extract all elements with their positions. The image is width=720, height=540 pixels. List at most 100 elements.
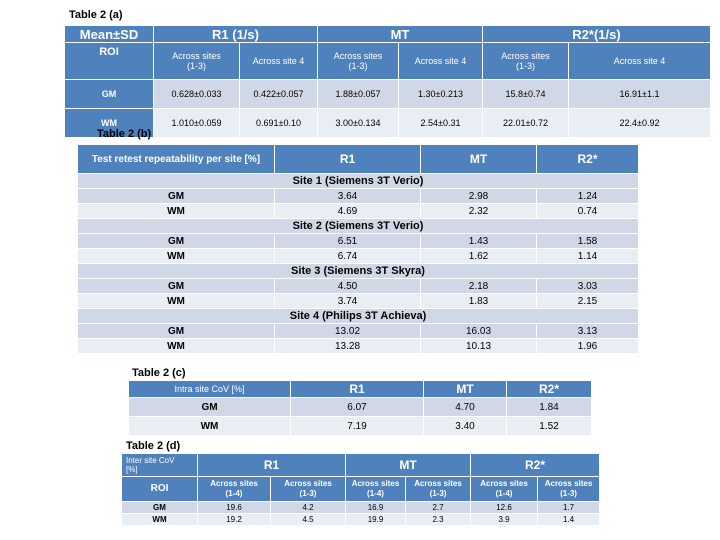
table-cell: 1.7 [537, 501, 601, 514]
table-cell: 13.28 [274, 338, 421, 354]
table-b-header-r1: R1 [274, 144, 421, 174]
table-d-subheader: Across sites (1-4) [197, 476, 271, 502]
table-cell: 2.3 [404, 513, 472, 526]
table-d-group-r1: R1 [197, 453, 346, 477]
table-cell: 19.2 [197, 513, 271, 526]
table-cell: 1.24 [536, 188, 639, 204]
table-b-caption: Table 2 (b) [97, 128, 152, 140]
table-cell: 4.69 [274, 203, 421, 219]
table-cell: 19.6 [197, 501, 271, 514]
table-b-corner: Test retest repeatability per site [%] [77, 144, 275, 174]
table-row: GM 3.64 2.98 1.24 [77, 188, 639, 204]
table-a-group-r1: R1 (1/s) [153, 25, 318, 43]
table-cell: 12.6 [470, 501, 539, 514]
table-a-group-r2star: R2*(1/s) [481, 25, 712, 43]
table-cell: 1.14 [536, 248, 639, 264]
table-row: GM 6.07 4.70 1.84 [128, 397, 592, 417]
table-row: GM 4.50 2.18 3.03 [77, 278, 639, 294]
row-label: WM [121, 513, 198, 526]
table-cell: 0.691±0.10 [239, 108, 318, 138]
table-cell: 1.62 [420, 248, 537, 264]
table-cell: 1.52 [506, 416, 592, 436]
table-d-group-r2star: R2* [470, 453, 601, 477]
table-cell: 1.83 [420, 293, 537, 309]
table-cell: 6.07 [290, 397, 424, 417]
row-label: GM [77, 188, 275, 204]
table-cell: 3.00±0.134 [317, 108, 399, 138]
table-a-corner: Mean±SD [64, 25, 154, 43]
table-cell: 2.18 [420, 278, 537, 294]
site-header: Site 4 (Philips 3T Achieva) [77, 308, 639, 324]
table-cell: 3.13 [536, 323, 639, 339]
table-cell: 3.03 [536, 278, 639, 294]
table-row: GM 19.6 4.2 16.9 2.7 12.6 1.7 [121, 501, 601, 514]
table-cell: 1.43 [420, 233, 537, 249]
table-cell: 2.98 [420, 188, 537, 204]
table-d-subheader: Across sites (1-3) [537, 476, 601, 502]
table-cell: 1.88±0.057 [317, 79, 399, 109]
table-cell: 1.30±0.213 [398, 79, 483, 109]
table-row: WM 6.74 1.62 1.14 [77, 248, 639, 264]
table-cell: 3.64 [274, 188, 421, 204]
table-c-caption: Table 2 (c) [132, 367, 186, 379]
table-a-group-mt: MT [317, 25, 483, 43]
table-row: GM 6.51 1.43 1.58 [77, 233, 639, 249]
table-cell: 0.422±0.057 [239, 79, 318, 109]
table-cell: 22.4±0.92 [567, 108, 712, 138]
table-cell: 0.628±0.033 [153, 79, 240, 109]
table-a-subheader: Across site 4 [398, 42, 483, 80]
table-cell: 16.03 [420, 323, 537, 339]
site-header: Site 2 (Siemens 3T Verio) [77, 218, 639, 234]
table-a: Mean±SD R1 (1/s) MT R2*(1/s) ROI Across … [64, 25, 712, 138]
row-label: GM [64, 79, 154, 109]
row-label: GM [77, 233, 275, 249]
table-cell: 1.4 [537, 513, 601, 526]
table-b-header-mt: MT [420, 144, 537, 174]
table-row: WM 1.010±0.059 0.691±0.10 3.00±0.134 2.5… [64, 108, 712, 138]
table-d-caption: Table 2 (d) [126, 440, 181, 452]
table-d-roi-label: ROI [121, 476, 198, 502]
row-label: GM [128, 397, 291, 417]
table-cell: 3.74 [274, 293, 421, 309]
table-c-header-r1: R1 [290, 380, 424, 398]
table-cell: 1.58 [536, 233, 639, 249]
table-a-subheader: Across sites (1-3) [317, 42, 399, 80]
row-label: WM [64, 108, 154, 138]
site-header: Site 3 (Siemens 3T Skyra) [77, 263, 639, 279]
table-cell: 16.9 [345, 501, 406, 514]
table-a-subheader: Across sites (1-3) [153, 42, 240, 80]
table-a-subheader: Across sites (1-3) [482, 42, 569, 80]
table-cell: 22.01±0.72 [482, 108, 569, 138]
table-cell: 3.9 [470, 513, 539, 526]
table-row: GM 0.628±0.033 0.422±0.057 1.88±0.057 1.… [64, 79, 712, 109]
table-cell: 6.51 [274, 233, 421, 249]
table-cell: 3.40 [423, 416, 507, 436]
table-cell: 13.02 [274, 323, 421, 339]
table-a-caption: Table 2 (a) [69, 9, 123, 21]
table-cell: 19.9 [345, 513, 406, 526]
table-cell: 2.15 [536, 293, 639, 309]
table-d-group-mt: MT [344, 453, 472, 477]
table-a-subheader: Across site 4 [239, 42, 318, 80]
table-cell: 4.5 [270, 513, 346, 526]
table-cell: 2.7 [404, 501, 472, 514]
row-label: WM [77, 338, 275, 354]
table-cell: 1.010±0.059 [153, 108, 240, 138]
table-row: WM 4.69 2.32 0.74 [77, 203, 639, 219]
table-cell: 4.50 [274, 278, 421, 294]
row-label: WM [77, 293, 275, 309]
table-b-header-r2star: R2* [536, 144, 639, 174]
table-cell: 6.74 [274, 248, 421, 264]
table-c: Intra site CoV [%] R1 MT R2* GM 6.07 4.7… [128, 380, 592, 436]
table-cell: 2.32 [420, 203, 537, 219]
table-cell: 1.84 [506, 397, 592, 417]
table-d-subheader: Across sites (1-4) [345, 476, 406, 502]
table-c-header-mt: MT [423, 380, 507, 398]
table-a-subheader: Across site 4 [567, 42, 712, 80]
table-c-corner: Intra site CoV [%] [128, 380, 291, 398]
table-row: WM 19.2 4.5 19.9 2.3 3.9 1.4 [121, 513, 601, 526]
table-d-corner: Inter site CoV [%] [121, 453, 198, 477]
table-cell: 2.54±0.31 [398, 108, 483, 138]
table-cell: 4.70 [423, 397, 507, 417]
table-row: GM 13.02 16.03 3.13 [77, 323, 639, 339]
